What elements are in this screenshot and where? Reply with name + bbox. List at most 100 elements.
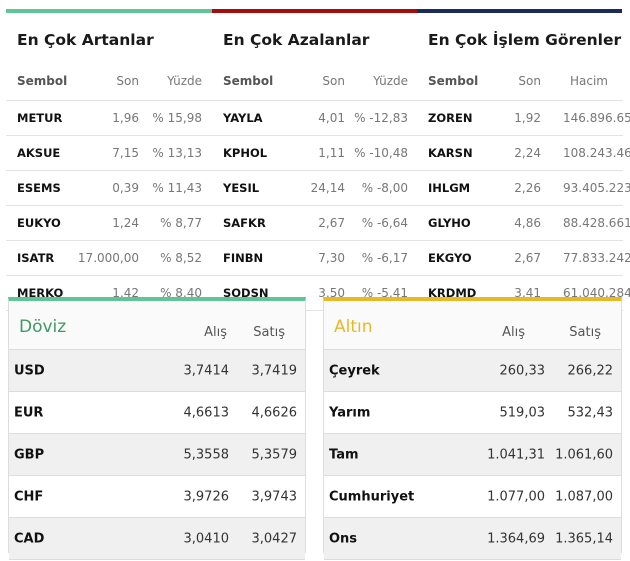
- last-price: 3,50: [318, 286, 345, 300]
- symbol[interactable]: AKSUE: [17, 146, 61, 160]
- buy-price: 260,33: [499, 363, 546, 378]
- value: 88.428.661,00: [563, 216, 630, 230]
- rate-row[interactable]: USD 3,7414 3,7419: [9, 350, 305, 392]
- falling-accent-bar: [212, 9, 417, 13]
- value: 146.896.653: [563, 111, 630, 125]
- sell-header: Satış: [253, 325, 285, 340]
- altin-panel: Altın Alış Satış Çeyrek 260,33 266,22 Ya…: [323, 297, 622, 560]
- rising-accent-bar: [6, 9, 212, 13]
- value: % 11,43: [152, 181, 202, 195]
- sell-header: Satış: [569, 325, 601, 340]
- list-header: Sembol Son Hacim: [417, 62, 623, 101]
- symbol[interactable]: SODSN: [223, 286, 269, 300]
- table-row[interactable]: YESIL 24,14 % -8,00: [212, 171, 418, 206]
- value: % 8,77: [160, 216, 202, 230]
- buy-price: 3,7414: [183, 363, 230, 378]
- value: 61.040.284,00: [563, 286, 630, 300]
- table-row[interactable]: IHLGM 2,26 93.405.223,00: [417, 171, 630, 206]
- symbol[interactable]: KARSN: [428, 146, 473, 160]
- rate-name: GBP: [14, 447, 45, 462]
- value: % -6,17: [361, 251, 408, 265]
- buy-price: 5,3558: [183, 447, 230, 462]
- rate-row[interactable]: Cumhuriyet 1.077,00 1.087,00: [324, 476, 621, 518]
- symbol[interactable]: METUR: [17, 111, 63, 125]
- symbol[interactable]: KPHOL: [223, 146, 268, 160]
- buy-price: 1.077,00: [487, 489, 545, 504]
- sell-price: 1.061,60: [555, 447, 613, 462]
- symbol[interactable]: KRDMD: [428, 286, 477, 300]
- last-price: 4,86: [514, 216, 541, 230]
- rate-name: USD: [14, 363, 45, 378]
- rate-row[interactable]: Tam 1.041,31 1.061,60: [324, 434, 621, 476]
- value: 108.243.469: [563, 146, 630, 160]
- last-price: 2,67: [318, 216, 345, 230]
- buy-price: 1.041,31: [487, 447, 545, 462]
- symbol[interactable]: EKGYO: [428, 251, 472, 265]
- rate-name: Ons: [329, 531, 358, 546]
- last-price: 3,41: [514, 286, 541, 300]
- last-price: 7,15: [112, 146, 139, 160]
- rate-row[interactable]: GBP 5,3558 5,3579: [9, 434, 305, 476]
- rate-row[interactable]: CAD 3,0410 3,0427: [9, 518, 305, 560]
- sell-price: 3,9743: [251, 489, 298, 504]
- value: % -8,00: [361, 181, 408, 195]
- col-last: Son: [116, 74, 139, 88]
- symbol[interactable]: FINBN: [223, 251, 264, 265]
- col-last: Son: [518, 74, 541, 88]
- col-symbol: Sembol: [223, 74, 274, 88]
- symbol[interactable]: GLYHO: [428, 216, 471, 230]
- table-row[interactable]: KPHOL 1,11 % -10,48: [212, 136, 418, 171]
- table-row[interactable]: YAYLA 4,01 % -12,83: [212, 101, 418, 136]
- rate-row[interactable]: Çeyrek 260,33 266,22: [324, 350, 621, 392]
- sell-price: 532,43: [567, 405, 614, 420]
- rate-name: Cumhuriyet: [329, 489, 415, 504]
- sell-price: 1.365,14: [555, 531, 613, 546]
- rate-row[interactable]: CHF 3,9726 3,9743: [9, 476, 305, 518]
- symbol[interactable]: ESEMS: [17, 181, 61, 195]
- list-title: En Çok İşlem Görenler: [428, 31, 622, 49]
- table-row[interactable]: ISATR 17.000,00 % 8,52: [6, 241, 212, 276]
- last-price: 0,39: [112, 181, 139, 195]
- symbol[interactable]: ZOREN: [428, 111, 473, 125]
- table-row[interactable]: EKGYO 2,67 77.833.242,00: [417, 241, 630, 276]
- symbol[interactable]: YESIL: [223, 181, 260, 195]
- last-price: 2,26: [514, 181, 541, 195]
- rate-name: EUR: [14, 405, 44, 420]
- table-row[interactable]: EUKYO 1,24 % 8,77: [6, 206, 212, 241]
- table-row[interactable]: GLYHO 4,86 88.428.661,00: [417, 206, 630, 241]
- table-row[interactable]: KARSN 2,24 108.243.469: [417, 136, 630, 171]
- value: 93.405.223,00: [563, 181, 630, 195]
- sell-price: 3,7419: [251, 363, 298, 378]
- symbol[interactable]: ISATR: [17, 251, 55, 265]
- buy-price: 4,6613: [183, 405, 230, 420]
- last-price: 1,96: [112, 111, 139, 125]
- table-row[interactable]: SODSN 3,50 % -5,41: [212, 276, 418, 311]
- table-row[interactable]: FINBN 7,30 % -6,17: [212, 241, 418, 276]
- last-price: 1,24: [112, 216, 139, 230]
- buy-price: 3,0410: [183, 531, 230, 546]
- rate-name: Tam: [329, 447, 359, 462]
- value: % 15,98: [152, 111, 202, 125]
- col-value: Yüzde: [167, 74, 202, 88]
- symbol[interactable]: SAFKR: [223, 216, 266, 230]
- rate-row[interactable]: Ons 1.364,69 1.365,14: [324, 518, 621, 560]
- symbol[interactable]: EUKYO: [17, 216, 61, 230]
- value: % -5,41: [361, 286, 408, 300]
- symbol[interactable]: MERKO: [17, 286, 64, 300]
- table-row[interactable]: ZOREN 1,92 146.896.653: [417, 101, 630, 136]
- table-row[interactable]: AKSUE 7,15 % 13,13: [6, 136, 212, 171]
- sell-price: 5,3579: [251, 447, 298, 462]
- col-symbol: Sembol: [428, 74, 479, 88]
- rate-row[interactable]: EUR 4,6613 4,6626: [9, 392, 305, 434]
- list-title: En Çok Artanlar: [17, 31, 154, 49]
- symbol[interactable]: IHLGM: [428, 181, 471, 195]
- list-header: Sembol Son Yüzde: [6, 62, 212, 101]
- table-row[interactable]: ESEMS 0,39 % 11,43: [6, 171, 212, 206]
- table-row[interactable]: METUR 1,96 % 15,98: [6, 101, 212, 136]
- last-price: 2,24: [514, 146, 541, 160]
- rate-name: CHF: [14, 489, 44, 504]
- list-title: En Çok Azalanlar: [223, 31, 370, 49]
- symbol[interactable]: YAYLA: [223, 111, 263, 125]
- table-row[interactable]: SAFKR 2,67 % -6,64: [212, 206, 418, 241]
- rate-row[interactable]: Yarım 519,03 532,43: [324, 392, 621, 434]
